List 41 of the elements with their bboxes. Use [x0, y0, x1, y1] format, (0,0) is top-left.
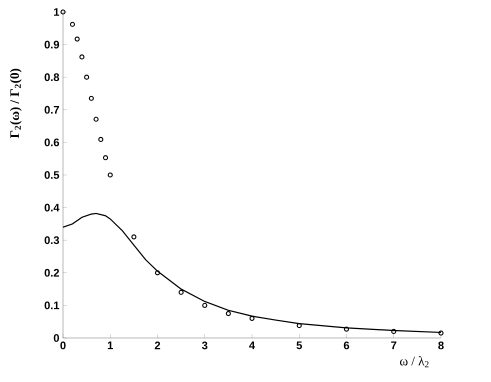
x-tick-label: 7 [391, 342, 396, 350]
y-tick-label: 0 [54, 334, 60, 342]
point [296, 323, 302, 328]
point [88, 96, 94, 101]
y-tick-label: 0.4 [44, 204, 60, 212]
point [94, 116, 99, 122]
x-tick-label: 2 [154, 342, 160, 350]
y-tick-label: 0.3 [44, 236, 60, 244]
point [226, 310, 231, 316]
x-tick-label: 5 [296, 342, 302, 350]
point [60, 9, 66, 15]
y-tick-label: 1 [54, 8, 60, 16]
y-axis-title: Γ$_{2}$(ω) / Γ$_{2}$(0) [10, 68, 22, 138]
point [344, 326, 350, 332]
x-tick-label: 6 [344, 342, 350, 350]
point [98, 136, 104, 142]
x-tick-label: 1 [108, 342, 113, 350]
x-tick-label: 3 [202, 342, 208, 350]
y-tick-label: 0.2 [44, 268, 60, 277]
x-tick-label: 4 [249, 342, 255, 350]
point [108, 172, 113, 178]
y-tick-label: 0.9 [44, 40, 60, 48]
x-tick-label: 8 [438, 342, 444, 350]
point [391, 328, 396, 334]
point [154, 270, 160, 276]
point [249, 316, 255, 321]
point [178, 290, 184, 295]
point [70, 22, 76, 27]
y-tick-label: 0.6 [44, 138, 60, 146]
y-tick-label: 0.1 [44, 302, 60, 310]
x-tick-label: 0 [60, 342, 66, 350]
point [202, 302, 208, 308]
point [74, 36, 80, 42]
point [102, 155, 108, 160]
y-tick-label: 0.7 [44, 106, 59, 114]
y-tick-label: 0.5 [44, 171, 60, 179]
x-axis-title: ω / λ$_{2}$ [400, 356, 429, 368]
y-tick-label: 0.8 [44, 73, 60, 82]
point [131, 234, 136, 240]
point [84, 74, 90, 80]
point [79, 54, 84, 60]
